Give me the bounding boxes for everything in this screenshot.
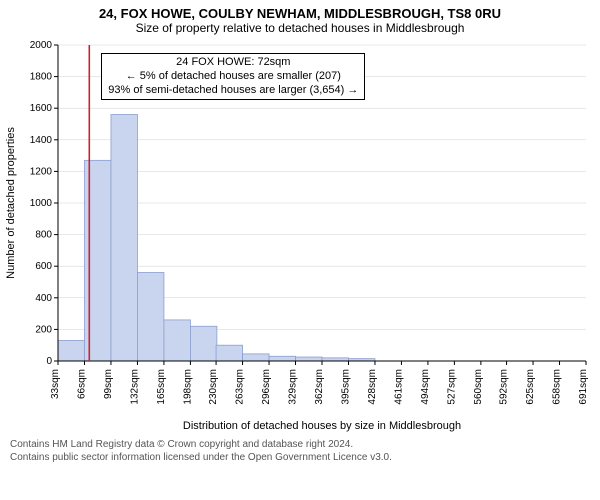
y-tick-label: 1600 — [30, 103, 53, 114]
x-tick-label: 165sqm — [156, 369, 167, 405]
x-tick-label: 428sqm — [367, 369, 378, 405]
y-tick-label: 2000 — [30, 40, 53, 51]
x-axis-label: Distribution of detached houses by size … — [183, 420, 461, 432]
y-tick-label: 0 — [46, 356, 52, 367]
histogram-bar — [243, 354, 269, 361]
x-tick-label: 362sqm — [314, 369, 325, 405]
footer-line-2: Contains public sector information licen… — [10, 452, 600, 465]
x-tick-label: 263sqm — [235, 369, 246, 405]
x-tick-label: 230sqm — [208, 369, 219, 405]
x-tick-label: 296sqm — [261, 369, 272, 405]
y-tick-label: 200 — [35, 324, 52, 335]
annotation-line-1: 24 FOX HOWE: 72sqm — [108, 56, 358, 70]
histogram-bar — [58, 340, 84, 361]
x-tick-label: 395sqm — [340, 369, 351, 405]
x-tick-label: 461sqm — [393, 369, 404, 405]
x-tick-label: 494sqm — [420, 369, 431, 405]
x-tick-label: 132sqm — [129, 369, 140, 405]
page-subtitle: Size of property relative to detached ho… — [0, 21, 600, 39]
x-tick-label: 691sqm — [578, 369, 589, 405]
footer-line-1: Contains HM Land Registry data © Crown c… — [10, 439, 600, 452]
chart-container: 0 200 400 600 800 1000 1200 1400 1600 1800 2000 33s… — [0, 39, 600, 439]
histogram-bar — [296, 357, 322, 361]
x-tick-label: 658sqm — [552, 369, 563, 405]
footer-attribution: Contains HM Land Registry data © Crown c… — [0, 439, 600, 464]
y-axis-label: Number of detached properties — [5, 127, 17, 279]
page-title: 24, FOX HOWE, COULBY NEWHAM, MIDDLESBROU… — [0, 0, 600, 21]
histogram-bar — [216, 345, 242, 361]
x-tick-label: 527sqm — [446, 369, 457, 405]
annotation-line-3: 93% of semi-detached houses are larger (… — [108, 84, 358, 98]
histogram-bar — [269, 356, 295, 361]
histogram-bar — [84, 160, 110, 361]
y-tick-label: 400 — [35, 293, 52, 304]
x-tick-label: 66sqm — [76, 369, 87, 399]
y-tick-label: 1400 — [30, 135, 53, 146]
histogram-bar — [164, 320, 190, 361]
x-tick-label: 560sqm — [473, 369, 484, 405]
y-tick-label: 1200 — [30, 166, 53, 177]
y-tick-label: 1800 — [30, 72, 53, 83]
y-tick-label: 600 — [35, 261, 52, 272]
y-tick-label: 800 — [35, 230, 52, 241]
annotation-box: 24 FOX HOWE: 72sqm ← 5% of detached hous… — [101, 53, 365, 100]
x-tick-label: 625sqm — [525, 369, 536, 405]
histogram-bar — [137, 273, 163, 361]
histogram-bar — [190, 326, 216, 361]
x-tick-label: 592sqm — [499, 369, 510, 405]
histogram-bar — [111, 115, 137, 361]
y-tick-label: 1000 — [30, 198, 53, 209]
x-tick-label: 33sqm — [50, 369, 61, 399]
annotation-line-2: ← 5% of detached houses are smaller (207… — [108, 70, 358, 84]
x-tick-label: 99sqm — [103, 369, 114, 399]
x-tick-label: 329sqm — [288, 369, 299, 405]
x-tick-label: 198sqm — [182, 369, 193, 405]
